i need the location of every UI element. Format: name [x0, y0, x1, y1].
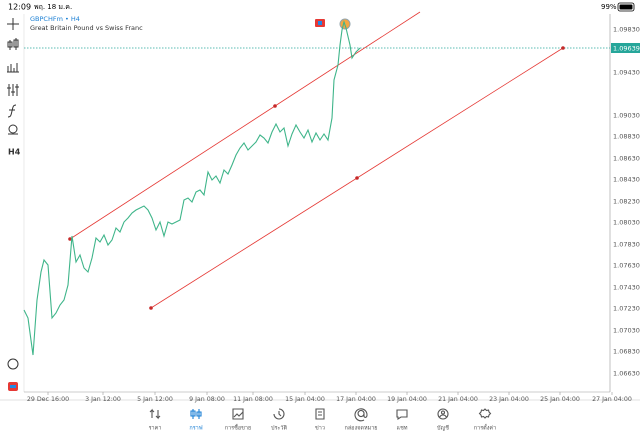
- indicators-tool[interactable]: [7, 63, 19, 73]
- channel-upper[interactable]: [69, 11, 421, 240]
- nav-icon: [437, 408, 449, 420]
- channel-anchor[interactable]: [561, 46, 565, 50]
- price-label: 1.06630: [613, 370, 640, 378]
- nav-icon: [232, 408, 244, 420]
- one-click-icon-inner: [318, 21, 322, 25]
- time-label: 21 Jan 04:00: [438, 396, 478, 403]
- chart-symbol: GBPCHFm • H4: [30, 15, 80, 23]
- nav-item[interactable]: กราฟ: [189, 409, 203, 432]
- time-label: 27 Jan 04:00: [592, 396, 632, 403]
- nav-label: ประวัติ: [271, 425, 287, 432]
- status-battery: 99%: [601, 3, 617, 11]
- nav-item[interactable]: การซื้อขาย: [225, 408, 251, 432]
- price-label: 1.08830: [613, 133, 640, 141]
- price-label: 1.08030: [613, 219, 640, 227]
- time-label: 5 Jan 12:00: [137, 396, 173, 403]
- nav-label: การตั้งค่า: [474, 424, 496, 432]
- nav-label: ราคา: [149, 426, 162, 432]
- price-label: 1.09430: [613, 69, 640, 77]
- nav-label: การซื้อขาย: [225, 424, 251, 432]
- nav-icon: [190, 409, 202, 419]
- nav-item[interactable]: กล่องจดหมาย: [344, 408, 378, 432]
- time-label: 9 Jan 08:00: [189, 396, 225, 403]
- price-label: 1.07230: [613, 305, 640, 313]
- price-label: 1.09830: [613, 26, 640, 34]
- chart-description: Great Britain Pound vs Swiss Franc: [30, 24, 143, 32]
- nav-icon: [315, 408, 325, 420]
- left-toolbar: [7, 18, 19, 370]
- nav-label: ข่าว: [315, 426, 325, 432]
- function-tool[interactable]: [7, 104, 17, 118]
- time-label: 23 Jan 04:00: [489, 396, 529, 403]
- candles-tool[interactable]: [7, 38, 19, 50]
- time-label: 15 Jan 04:00: [285, 396, 325, 403]
- settings-tool[interactable]: [7, 84, 19, 96]
- nav-item[interactable]: บัญชี: [437, 408, 449, 432]
- channel-anchor[interactable]: [355, 176, 359, 180]
- current-price-label: 1.09639: [613, 45, 640, 53]
- nav-icon: [149, 408, 161, 420]
- price-line: [23, 20, 361, 356]
- status-time: 12:09: [8, 3, 31, 12]
- price-label: 1.08630: [613, 155, 640, 163]
- time-label: 3 Jan 12:00: [85, 396, 121, 403]
- price-label: 1.06830: [613, 348, 640, 356]
- time-label: 25 Jan 04:00: [540, 396, 580, 403]
- nav-item[interactable]: ราคา: [149, 408, 162, 432]
- nav-item[interactable]: ประวัติ: [271, 408, 287, 432]
- time-label: 29 Dec 16:00: [27, 396, 69, 403]
- channel-anchor[interactable]: [273, 104, 277, 108]
- nav-icon: [273, 408, 285, 420]
- crosshair-tool[interactable]: [7, 18, 19, 30]
- nav-item[interactable]: ข่าว: [315, 408, 325, 432]
- nav-label: กราฟ: [189, 425, 202, 432]
- nav-label: แชท: [397, 425, 408, 432]
- time-label: 11 Jan 08:00: [233, 396, 273, 403]
- channel-anchor[interactable]: [68, 237, 72, 241]
- status-date: พฤ. 18 ม.ค.: [34, 3, 72, 11]
- nav-item[interactable]: แชท: [396, 409, 408, 432]
- nav-icon: [478, 408, 492, 419]
- nav-item[interactable]: การตั้งค่า: [474, 408, 496, 432]
- nav-label: บัญชี: [437, 425, 449, 432]
- nav-icon: [396, 409, 408, 421]
- current-price-box: [611, 43, 640, 53]
- price-label: 1.08430: [613, 176, 640, 184]
- timeframe-label[interactable]: H4: [8, 148, 21, 157]
- price-label: 1.09030: [613, 112, 640, 120]
- objects-tool[interactable]: [8, 124, 18, 134]
- battery-level: [619, 4, 633, 10]
- time-label: 17 Jan 04:00: [336, 396, 376, 403]
- price-label: 1.07430: [613, 284, 640, 292]
- price-label: 1.07630: [613, 262, 640, 270]
- nav-label: กล่องจดหมาย: [344, 426, 377, 432]
- channel-anchor[interactable]: [149, 306, 153, 310]
- zoom-tool[interactable]: [7, 358, 19, 370]
- one-click-toggle-inner: [10, 385, 16, 388]
- price-label: 1.07030: [613, 327, 640, 335]
- price-label: 1.07830: [613, 241, 640, 249]
- price-label: 1.08230: [613, 198, 640, 206]
- battery-icon: [617, 2, 635, 12]
- time-label: 19 Jan 04:00: [387, 396, 427, 403]
- nav-icon: [354, 408, 368, 422]
